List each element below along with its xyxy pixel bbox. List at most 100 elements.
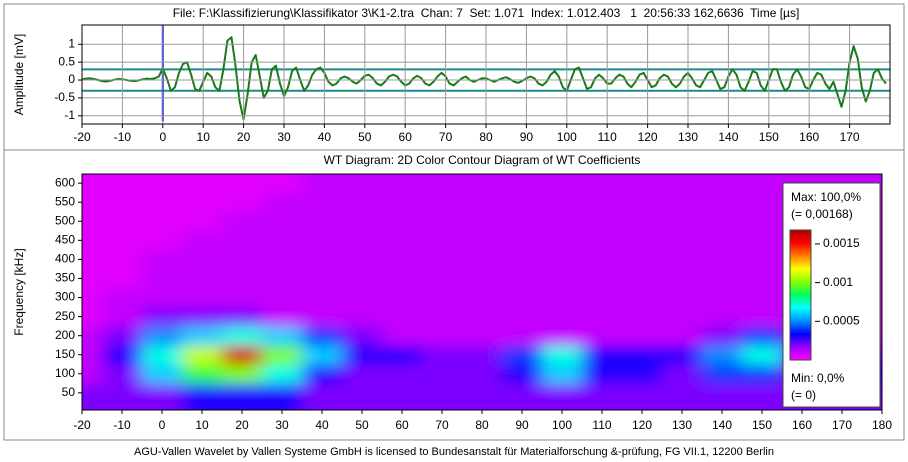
heat-cell — [182, 287, 223, 308]
x-tick-label: 120 — [638, 130, 658, 144]
heat-cell — [462, 268, 503, 289]
heat-cell — [142, 383, 183, 410]
y-tick-label: 100 — [55, 366, 75, 380]
heat-cell — [302, 326, 343, 346]
heat-cell — [462, 383, 503, 410]
heat-cell — [662, 364, 703, 384]
y-tick-label: 0.5 — [58, 54, 75, 68]
heat-cell — [742, 192, 783, 213]
heat-cell — [742, 364, 783, 384]
heat-cell — [382, 230, 423, 251]
heat-cell — [462, 249, 503, 270]
heat-cell — [662, 307, 703, 327]
heat-cell — [622, 383, 663, 410]
chart-title: WT Diagram: 2D Color Contour Diagram of … — [324, 153, 641, 167]
legend-min-note: (= 0) — [791, 388, 816, 402]
heat-cell — [182, 345, 223, 365]
heat-cell — [422, 345, 463, 365]
heat-cell — [342, 287, 383, 308]
heat-cell — [142, 174, 183, 194]
heat-cell — [742, 287, 783, 308]
heat-cell — [702, 307, 743, 327]
x-tick-label: 160 — [792, 418, 812, 432]
heat-cell — [702, 211, 743, 232]
heat-cell — [302, 268, 343, 289]
x-tick-label: 20 — [235, 418, 249, 432]
heat-cell — [142, 287, 183, 308]
heat-cell — [422, 192, 463, 213]
y-tick-label: 150 — [55, 347, 75, 361]
heat-cell — [622, 268, 663, 289]
y-axis-label: Frequency [kHz] — [12, 248, 26, 335]
heat-cell — [182, 249, 223, 270]
y-tick-label: 50 — [62, 385, 76, 399]
heat-cell — [622, 249, 663, 270]
x-tick-label: 130 — [678, 130, 698, 144]
heat-cell — [302, 364, 343, 384]
heat-cell — [342, 211, 383, 232]
heat-cell — [302, 383, 343, 410]
heat-cell — [502, 192, 543, 213]
heat-cell — [622, 307, 663, 327]
x-tick-label: 0 — [159, 418, 166, 432]
heat-cell — [182, 326, 223, 346]
heat-cell — [662, 230, 703, 251]
heat-cell — [102, 192, 143, 213]
x-tick-label: 110 — [592, 418, 611, 432]
heat-cell — [222, 383, 263, 410]
heat-cell — [582, 230, 623, 251]
heat-cell — [702, 345, 743, 365]
heat-cell — [222, 249, 263, 270]
heat-cell — [622, 287, 663, 308]
heat-cell — [262, 307, 303, 327]
heat-cell — [742, 383, 783, 410]
heat-cell — [222, 307, 263, 327]
heat-cell — [142, 211, 183, 232]
heat-cell — [622, 211, 663, 232]
heat-cell — [382, 249, 423, 270]
heat-cell — [742, 268, 783, 289]
heat-cell — [182, 211, 223, 232]
heat-cell — [622, 326, 663, 346]
heat-cell — [462, 326, 503, 346]
heat-cell — [702, 287, 743, 308]
y-tick-label: 300 — [55, 290, 75, 304]
heat-cell — [742, 230, 783, 251]
heat-cell — [222, 326, 263, 346]
heat-cell — [142, 364, 183, 384]
heat-cell — [182, 383, 223, 410]
heat-cell — [702, 268, 743, 289]
heat-cell — [662, 268, 703, 289]
heat-cell — [82, 383, 103, 410]
heat-cell — [82, 211, 103, 232]
heat-cell — [542, 249, 583, 270]
y-axis-label: Amplitude [mV] — [12, 34, 26, 115]
heat-cell — [342, 249, 383, 270]
heat-cell — [742, 249, 783, 270]
x-tick-label: 90 — [515, 418, 529, 432]
heat-cell — [182, 192, 223, 213]
heat-cell — [302, 345, 343, 365]
heat-cell — [502, 307, 543, 327]
y-tick-label: 500 — [55, 213, 75, 227]
heat-cell — [382, 326, 423, 346]
heat-cell — [422, 268, 463, 289]
heat-cell — [662, 249, 703, 270]
heat-cell — [342, 174, 383, 194]
colorbar-tick-label: 0.001 — [823, 275, 853, 289]
heat-cell — [502, 383, 543, 410]
heat-cell — [302, 287, 343, 308]
heat-cell — [542, 174, 583, 194]
heat-cell — [342, 383, 383, 410]
heat-cell — [382, 345, 423, 365]
heat-cell — [262, 174, 303, 194]
heat-cell — [222, 174, 263, 194]
x-tick-label: 60 — [395, 418, 409, 432]
heat-cell — [82, 174, 103, 194]
heat-cell — [582, 268, 623, 289]
heat-cell — [82, 364, 103, 384]
heat-cell — [582, 174, 623, 194]
heat-cell — [582, 249, 623, 270]
x-tick-label: 100 — [552, 418, 572, 432]
